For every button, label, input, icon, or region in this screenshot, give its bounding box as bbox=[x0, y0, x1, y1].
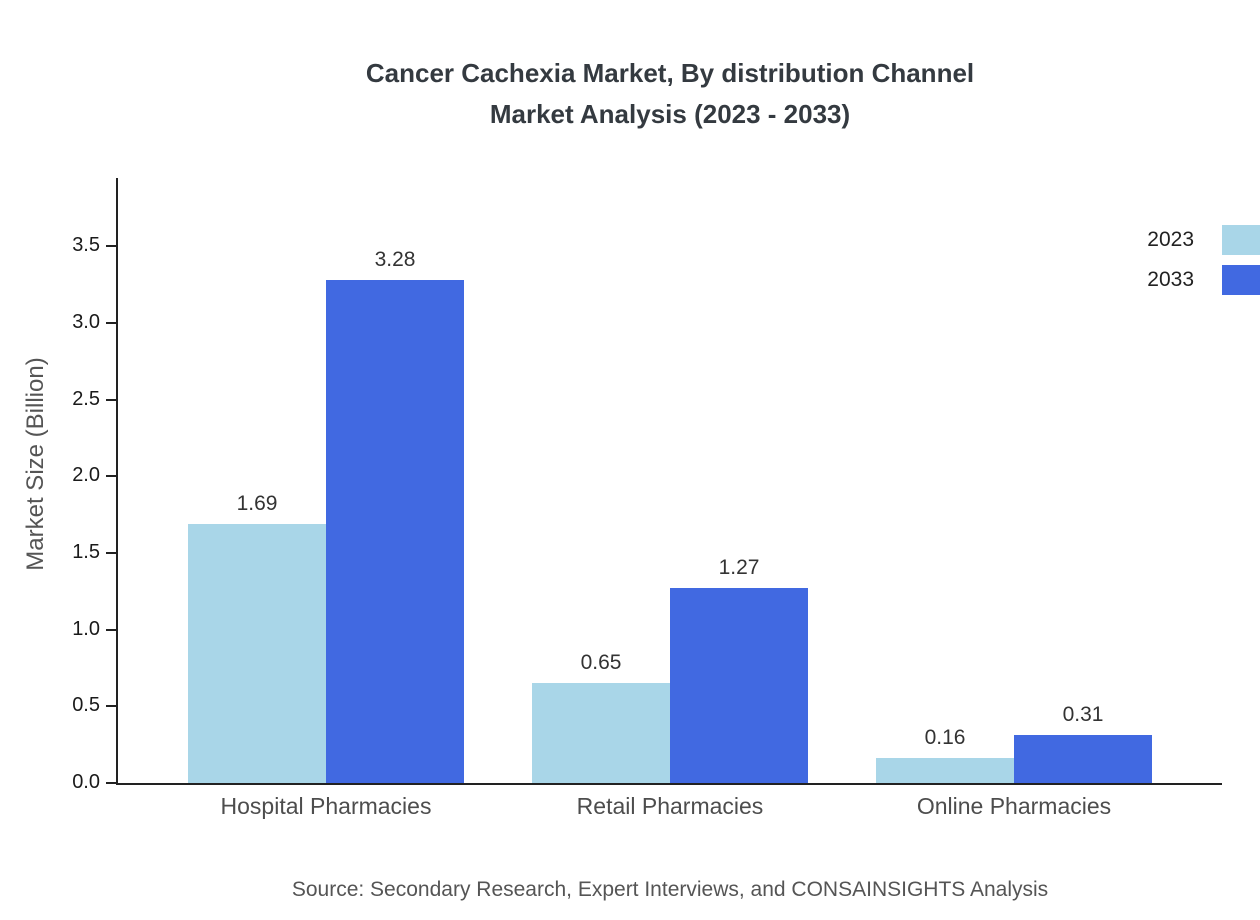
bar-2023 bbox=[188, 523, 326, 783]
bar-value-label: 1.27 bbox=[718, 556, 760, 580]
bar-2033 bbox=[670, 588, 808, 783]
y-tick-label: 0.0 bbox=[72, 771, 100, 793]
category-label: Online Pharmacies bbox=[916, 793, 1112, 819]
chart-title-line-2: Market Analysis (2023 - 2033) bbox=[489, 99, 851, 129]
y-tick-mark bbox=[106, 398, 116, 401]
chart-title-line-1: Cancer Cachexia Market, By distribution … bbox=[365, 58, 975, 88]
legend-swatch bbox=[1222, 265, 1260, 295]
bar-value-label: 3.28 bbox=[374, 247, 416, 271]
category-label: Retail Pharmacies bbox=[576, 793, 764, 819]
legend-item-2033: 2033 bbox=[1147, 260, 1260, 300]
legend-label: 2023 bbox=[1147, 228, 1194, 251]
bar-value-label: 0.16 bbox=[924, 726, 966, 750]
bar-value-label: 0.31 bbox=[1062, 703, 1104, 727]
y-axis-line bbox=[116, 178, 118, 785]
x-axis-line bbox=[116, 783, 1222, 785]
bar-2033 bbox=[1014, 735, 1152, 783]
y-tick-mark bbox=[106, 245, 116, 248]
y-tick-mark bbox=[106, 782, 116, 784]
legend-label: 2033 bbox=[1147, 268, 1194, 291]
category-label: Hospital Pharmacies bbox=[220, 793, 432, 819]
bar-2023 bbox=[532, 683, 670, 783]
y-tick-mark bbox=[106, 705, 116, 708]
legend: 2023 2033 bbox=[1147, 220, 1260, 300]
y-tick-label: 2.0 bbox=[72, 464, 100, 487]
y-tick-mark bbox=[106, 321, 116, 324]
bar-2033 bbox=[326, 279, 464, 783]
y-tick-label: 0.5 bbox=[72, 694, 100, 717]
source-text: Source: Secondary Research, Expert Inter… bbox=[291, 878, 1049, 901]
y-tick-mark bbox=[106, 475, 116, 478]
y-tick-label: 2.5 bbox=[72, 387, 100, 410]
y-tick-label: 3.0 bbox=[72, 310, 100, 333]
y-tick-label: 1.5 bbox=[72, 540, 100, 563]
bar-value-label: 1.69 bbox=[236, 491, 278, 515]
legend-item-2023: 2023 bbox=[1147, 220, 1260, 260]
y-tick-label: 3.5 bbox=[72, 234, 100, 257]
y-tick-mark bbox=[106, 628, 116, 631]
bar-value-label: 0.65 bbox=[580, 651, 622, 675]
y-tick-label: 1.0 bbox=[72, 617, 100, 640]
bar-2023 bbox=[876, 758, 1014, 783]
legend-swatch bbox=[1222, 225, 1260, 255]
y-tick-mark bbox=[106, 551, 116, 554]
chart-title: Cancer Cachexia Market, By distribution … bbox=[80, 53, 1260, 135]
